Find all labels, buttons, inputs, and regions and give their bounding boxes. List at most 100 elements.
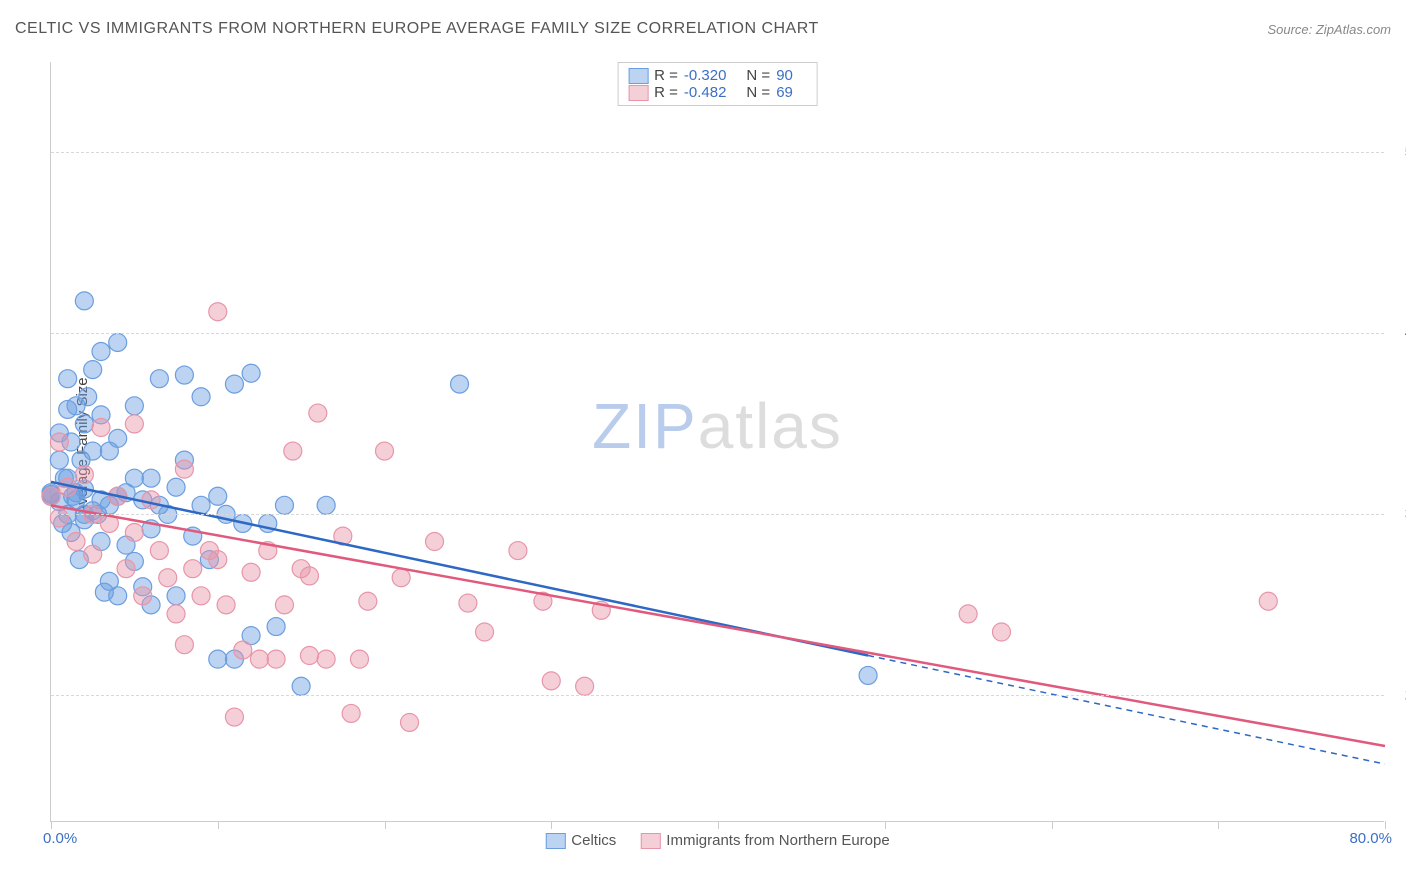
scatter-point [992,623,1010,641]
scatter-point [92,343,110,361]
scatter-point [859,666,877,684]
scatter-point [184,560,202,578]
scatter-point [350,650,368,668]
scatter-point [392,569,410,587]
scatter-point [50,451,68,469]
scatter-point [342,704,360,722]
scatter-point [175,460,193,478]
swatch-icon [545,833,565,849]
scatter-point [209,487,227,505]
chart-title: CELTIC VS IMMIGRANTS FROM NORTHERN EUROP… [15,20,819,38]
legend-item: Immigrants from Northern Europe [640,832,889,849]
x-tick [551,821,552,829]
scatter-svg [51,62,1384,821]
scatter-point [242,563,260,581]
x-tick [218,821,219,829]
r-label: R = [654,84,678,101]
scatter-point [209,551,227,569]
scatter-point [42,487,60,505]
n-label: N = [746,67,770,84]
scatter-point [576,677,594,695]
scatter-point [267,618,285,636]
gridline [51,152,1384,153]
r-value: -0.482 [684,84,727,101]
scatter-point [459,594,477,612]
scatter-point [317,650,335,668]
scatter-point [50,509,68,527]
scatter-point [67,533,85,551]
scatter-point [317,496,335,514]
scatter-point [542,672,560,690]
scatter-point [75,466,93,484]
scatter-point [50,433,68,451]
scatter-point [159,569,177,587]
scatter-point [84,545,102,563]
x-tick [1385,821,1386,829]
scatter-point [75,415,93,433]
scatter-point [175,366,193,384]
scatter-point [59,370,77,388]
x-tick [385,821,386,829]
scatter-point [125,523,143,541]
scatter-point [476,623,494,641]
n-value: 90 [776,67,793,84]
x-axis-min-label: 0.0% [43,830,77,847]
gridline [51,695,1384,696]
scatter-point [309,404,327,422]
scatter-point [192,587,210,605]
scatter-point [125,415,143,433]
gridline [51,333,1384,334]
stats-row: R = -0.320 N = 90 [628,67,807,84]
scatter-point [426,533,444,551]
scatter-point [142,469,160,487]
scatter-point [134,587,152,605]
legend: Celtics Immigrants from Northern Europe [545,832,889,849]
scatter-point [167,605,185,623]
scatter-point [125,397,143,415]
scatter-point [376,442,394,460]
scatter-point [142,491,160,509]
n-value: 69 [776,84,793,101]
scatter-point [192,388,210,406]
legend-item: Celtics [545,832,616,849]
scatter-point [92,419,110,437]
x-tick [885,821,886,829]
title-bar: CELTIC VS IMMIGRANTS FROM NORTHERN EUROP… [15,20,1391,38]
scatter-point [150,370,168,388]
r-label: R = [654,67,678,84]
scatter-point [359,592,377,610]
source-label: Source: ZipAtlas.com [1267,22,1391,37]
n-label: N = [746,84,770,101]
scatter-point [250,650,268,668]
swatch-icon [628,85,648,101]
legend-label: Celtics [571,832,616,849]
scatter-point [292,677,310,695]
regression-line [51,505,1385,746]
scatter-point [242,364,260,382]
scatter-point [234,641,252,659]
scatter-point [275,496,293,514]
swatch-icon [640,833,660,849]
scatter-point [509,542,527,560]
scatter-point [300,567,318,585]
scatter-point [79,388,97,406]
scatter-point [225,708,243,726]
scatter-point [150,542,168,560]
y-tick-label: 2.00 [1386,687,1406,704]
scatter-point [1259,592,1277,610]
scatter-point [75,292,93,310]
scatter-point [125,469,143,487]
scatter-point [84,442,102,460]
scatter-point [117,560,135,578]
x-tick [718,821,719,829]
scatter-point [225,375,243,393]
y-tick-label: 3.00 [1386,506,1406,523]
regression-line-extrapolated [868,656,1385,765]
scatter-point [451,375,469,393]
scatter-point [167,587,185,605]
x-tick [51,821,52,829]
scatter-point [284,442,302,460]
scatter-point [109,587,127,605]
scatter-point [167,478,185,496]
scatter-point [209,303,227,321]
